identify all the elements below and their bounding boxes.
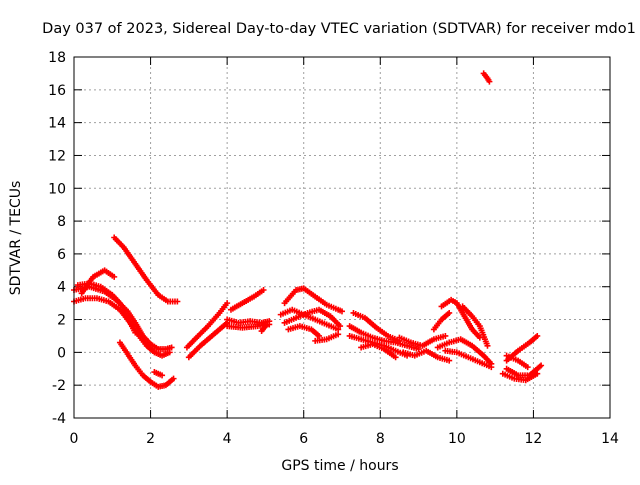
data-series (459, 303, 491, 349)
data-points (71, 70, 545, 390)
data-series (277, 306, 342, 333)
data-series (281, 285, 345, 315)
grid-lines (74, 57, 610, 418)
data-point (442, 332, 449, 339)
data-series (442, 347, 495, 371)
x-tick-label: 6 (299, 431, 308, 447)
y-tick-label: 8 (57, 214, 66, 230)
y-tick-label: 4 (57, 280, 66, 296)
data-series (151, 369, 166, 379)
data-point (170, 375, 177, 382)
x-axis-label: GPS time / hours (281, 458, 398, 474)
data-series (78, 267, 118, 297)
data-series (438, 296, 483, 341)
data-point (486, 78, 493, 85)
data-point (484, 342, 491, 349)
data-series (285, 323, 323, 339)
y-tick-label: 18 (48, 50, 66, 66)
data-point (111, 273, 118, 280)
x-tick-label: 4 (223, 431, 232, 447)
data-point (538, 362, 545, 369)
data-series (185, 319, 231, 361)
y-tick-label: 6 (57, 247, 66, 263)
data-series (396, 332, 449, 349)
x-tick-label: 2 (146, 431, 155, 447)
data-point (159, 372, 166, 379)
data-point (446, 357, 453, 364)
x-tick-label: 12 (525, 431, 543, 447)
data-series (116, 339, 177, 390)
data-point (168, 344, 175, 351)
x-tick-label: 10 (448, 431, 466, 447)
data-series (183, 300, 231, 351)
data-point (174, 298, 181, 305)
data-series (480, 70, 493, 85)
y-tick-label: 12 (48, 148, 66, 164)
data-series (258, 323, 269, 335)
plot-frame (73, 56, 611, 419)
data-series (111, 234, 181, 305)
y-tick-label: 2 (57, 313, 66, 329)
data-point (524, 364, 531, 371)
y-tick-label: 14 (48, 116, 66, 132)
data-point (335, 331, 342, 338)
data-point (446, 309, 453, 316)
y-tick-label: 16 (48, 83, 66, 99)
data-point (534, 332, 541, 339)
data-point (166, 349, 173, 356)
y-tick-label: 10 (48, 181, 66, 197)
x-tick-label: 8 (376, 431, 385, 447)
data-series (227, 287, 267, 313)
data-series (499, 370, 541, 384)
axis-ticks: 0 2 4 6 8 10 12 14 -4 -2 0 2 4 6 8 10 12 14 16 18 (48, 50, 619, 447)
data-series (430, 309, 453, 333)
data-series (346, 323, 422, 353)
y-tick-label: -2 (52, 378, 66, 394)
x-tick-label: 14 (601, 431, 619, 447)
data-series (224, 321, 273, 331)
data-series (400, 347, 453, 364)
data-series (358, 341, 399, 361)
chart-title: Day 037 of 2023, Sidereal Day-to-day VTE… (42, 21, 636, 37)
data-point (534, 370, 541, 377)
data-point (260, 287, 267, 294)
data-point (488, 364, 495, 371)
data-point (266, 321, 273, 328)
y-tick-label: 0 (57, 345, 66, 361)
data-series (281, 306, 344, 330)
data-point (224, 300, 231, 307)
y-tick-label: -4 (52, 411, 66, 427)
data-point (132, 329, 139, 336)
data-point (337, 323, 344, 330)
y-axis-label: SDTVAR / TECUs (8, 181, 24, 296)
data-series (503, 352, 531, 371)
data-point (339, 308, 345, 315)
x-tick-label: 0 (70, 431, 79, 447)
data-point (392, 354, 399, 361)
data-point (262, 323, 269, 330)
data-series (312, 331, 342, 344)
